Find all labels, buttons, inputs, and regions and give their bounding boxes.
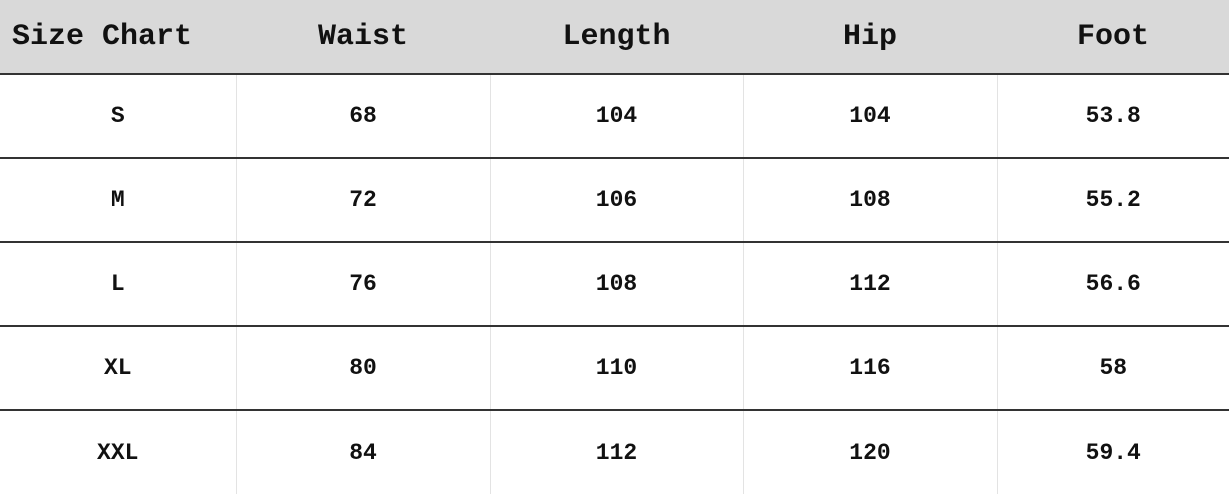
cell-foot: 55.2: [996, 158, 1229, 242]
table-row: M 72 106 108 55.2: [0, 158, 1229, 242]
cell-waist: 72: [235, 158, 490, 242]
cell-foot: 58: [996, 326, 1229, 410]
cell-hip: 104: [742, 74, 997, 158]
cell-length: 108: [489, 242, 743, 326]
cell-waist: 76: [235, 242, 490, 326]
cell-foot: 56.6: [996, 242, 1229, 326]
header-size-chart: Size Chart: [0, 0, 236, 75]
table-row: XXL 84 112 120 59.4: [0, 410, 1229, 494]
cell-hip: 108: [742, 158, 997, 242]
cell-waist: 84: [235, 410, 490, 494]
header-hip: Hip: [743, 0, 997, 75]
table-row: XL 80 110 116 58: [0, 326, 1229, 410]
cell-size: M: [110, 187, 125, 213]
cell-size: L: [110, 271, 125, 297]
cell-waist: 68: [235, 74, 490, 158]
cell-length: 104: [489, 74, 743, 158]
cell-hip: 112: [742, 242, 997, 326]
header-row: Size Chart Waist Length Hip Foot: [0, 0, 1229, 75]
table-header: Size Chart Waist Length Hip Foot: [0, 0, 1229, 75]
cell-size: S: [110, 103, 125, 129]
cell-waist: 80: [235, 326, 490, 410]
cell-size: XL: [103, 355, 132, 381]
cell-hip: 116: [742, 326, 997, 410]
table-body: S 68 104 104 53.8 M 72 106 108 55.2 L 76 108 112 56.6 X…: [0, 74, 1229, 494]
cell-size: XXL: [97, 439, 139, 466]
cell-length: 110: [489, 326, 743, 410]
header-length: Length: [490, 0, 743, 75]
cell-length: 106: [489, 158, 743, 242]
cell-foot: 53.8: [996, 74, 1229, 158]
cell-hip: 120: [742, 410, 997, 494]
cell-length: 112: [489, 410, 743, 494]
header-foot: Foot: [997, 0, 1229, 75]
table-row: L 76 108 112 56.6: [0, 242, 1229, 326]
cell-foot: 59.4: [996, 410, 1229, 494]
table-row: S 68 104 104 53.8: [0, 74, 1229, 158]
header-waist: Waist: [236, 0, 490, 75]
